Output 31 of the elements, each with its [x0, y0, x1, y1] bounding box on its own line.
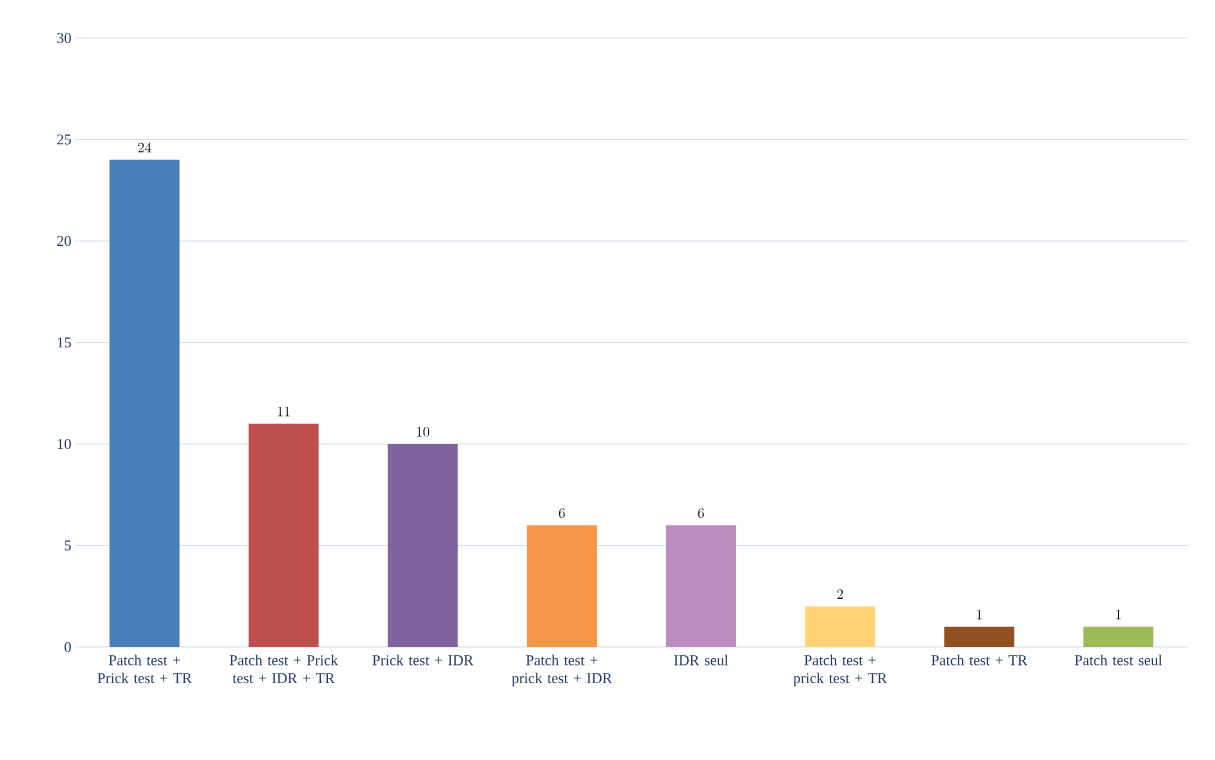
x-tick-label: Patch test seul	[1074, 654, 1163, 666]
data-label: 11	[277, 406, 290, 417]
bar	[805, 606, 876, 647]
bar	[666, 525, 737, 647]
bar	[109, 159, 180, 647]
bar	[526, 525, 597, 647]
y-tick-label: 0	[64, 641, 71, 653]
data-label: 24	[138, 142, 152, 153]
y-tick-label: 15	[57, 337, 71, 348]
x-tick-label: Patch test + Prick test + IDR + TR	[229, 654, 339, 684]
data-label: 10	[417, 426, 430, 437]
bar	[944, 626, 1015, 647]
x-tick-label: Patch test + prick test + IDR	[511, 654, 613, 687]
bar	[1083, 626, 1154, 647]
data-label: 1	[977, 609, 982, 620]
x-tick-label: Patch test + Prick test + TR	[97, 654, 192, 684]
data-label: 1	[1116, 609, 1121, 620]
x-tick-label: IDR seul	[674, 654, 729, 666]
y-tick-label: 25	[57, 134, 71, 145]
bar	[387, 444, 458, 647]
x-tick-label: Patch test + prick test + TR	[793, 654, 888, 687]
data-label: 2	[837, 589, 843, 599]
x-tick-label: Prick test + IDR	[372, 654, 474, 666]
data-label: 6	[698, 508, 704, 518]
y-tick-label: 20	[57, 235, 71, 247]
y-tick-label: 30	[57, 32, 71, 44]
data-label: 6	[558, 508, 565, 518]
x-tick-label: Patch test + TR	[931, 654, 1028, 666]
y-tick-label: 5	[64, 540, 71, 551]
y-tick-label: 10	[57, 438, 71, 450]
bar	[248, 423, 319, 647]
